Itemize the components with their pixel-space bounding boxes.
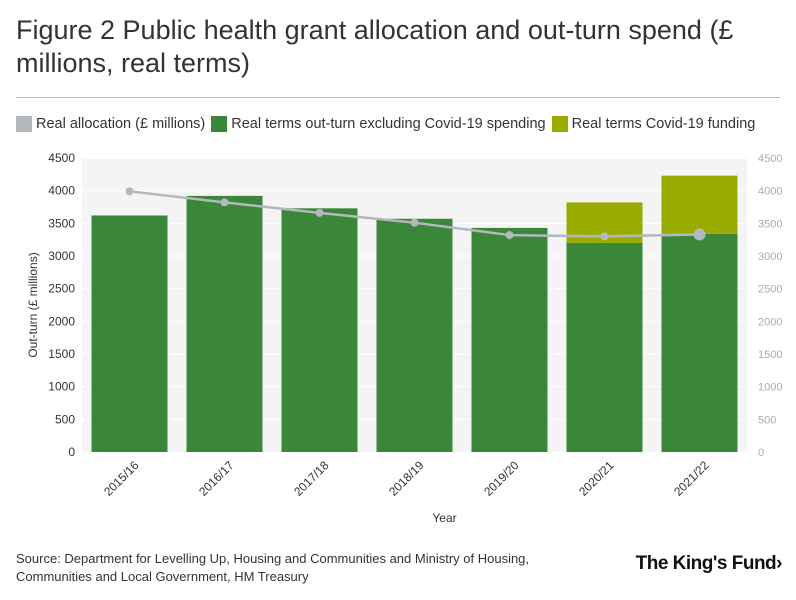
y2-tick-label: 1500 <box>758 349 782 361</box>
y-tick-label: 0 <box>68 445 75 459</box>
allocation-point <box>693 228 706 241</box>
legend-label-covid: Real terms Covid-19 funding <box>571 116 756 132</box>
x-tick-label: 2020/21 <box>576 458 617 499</box>
bar-covid <box>661 175 738 234</box>
y-tick-label: 2500 <box>48 282 75 296</box>
allocation-point <box>600 232 609 241</box>
x-tick-label: 2016/17 <box>196 458 237 499</box>
allocation-point <box>315 208 324 217</box>
legend-item-outturn: Real terms out-turn excluding Covid-19 s… <box>211 116 546 132</box>
bar-outturn <box>661 233 738 452</box>
legend-swatch-outturn <box>211 116 228 132</box>
y2-tick-label: 4000 <box>758 186 782 198</box>
y-tick-label: 4500 <box>48 151 75 165</box>
legend-label-allocation: Real allocation (£ millions) <box>36 116 206 132</box>
y-tick-label: 500 <box>55 412 75 426</box>
allocation-point <box>220 198 229 207</box>
bar-outturn <box>91 215 168 452</box>
y-tick-label: 3500 <box>48 216 75 230</box>
logo-arrow-icon: › <box>776 553 782 574</box>
y-tick-label: 2000 <box>48 314 75 328</box>
y-axis-title: Out-turn (£ millions) <box>26 252 40 357</box>
x-axis-title: Year <box>432 511 456 525</box>
chart-legend: Real allocation (£ millions) Real terms … <box>16 115 761 133</box>
legend-swatch-allocation <box>16 116 32 132</box>
y2-tick-label: 1000 <box>758 382 782 394</box>
y2-tick-label: 3500 <box>758 218 782 230</box>
y2-tick-label: 3000 <box>758 251 782 263</box>
y2-tick-label: 2500 <box>758 284 782 296</box>
logo-text: The King's Fund <box>635 553 777 574</box>
allocation-point <box>505 231 514 240</box>
source-note: Source: Department for Levelling Up, Hou… <box>16 551 530 584</box>
bar-outturn <box>471 227 548 452</box>
y-tick-label: 3000 <box>48 249 75 263</box>
x-tick-label: 2019/20 <box>481 458 522 499</box>
bar-outturn <box>186 195 263 452</box>
x-tick-label: 2015/16 <box>101 458 142 499</box>
legend-item-covid: Real terms Covid-19 funding <box>551 116 756 132</box>
y-tick-label: 1000 <box>48 380 75 394</box>
y2-tick-label: 0 <box>758 447 764 459</box>
title-divider <box>16 97 780 98</box>
y2-tick-label: 2000 <box>758 316 782 328</box>
legend-swatch-covid <box>551 116 568 132</box>
bar-outturn <box>281 208 358 452</box>
allocation-point <box>125 187 134 196</box>
bar-line-chart: 0 500 1000 1500 2000 2500 3000 3500 4000 4500 0 500… <box>26 151 782 525</box>
legend-item-allocation: Real allocation (£ millions) <box>16 116 205 132</box>
x-tick-label: 2021/22 <box>671 458 712 499</box>
chart-title: Figure 2 Public health grant allocation … <box>16 15 734 78</box>
y2-tick-label: 500 <box>758 414 776 426</box>
allocation-point <box>410 218 419 227</box>
y2-tick-label: 4500 <box>758 153 782 165</box>
y-tick-label: 1500 <box>48 347 75 361</box>
kings-fund-logo: The King's Fund› <box>635 553 783 575</box>
legend-label-outturn: Real terms out-turn excluding Covid-19 s… <box>231 116 546 132</box>
x-tick-label: 2018/19 <box>386 458 427 499</box>
x-tick-label: 2017/18 <box>291 458 332 499</box>
bar-outturn <box>376 218 453 452</box>
y-tick-label: 4000 <box>48 184 75 198</box>
bar-outturn <box>566 242 643 452</box>
